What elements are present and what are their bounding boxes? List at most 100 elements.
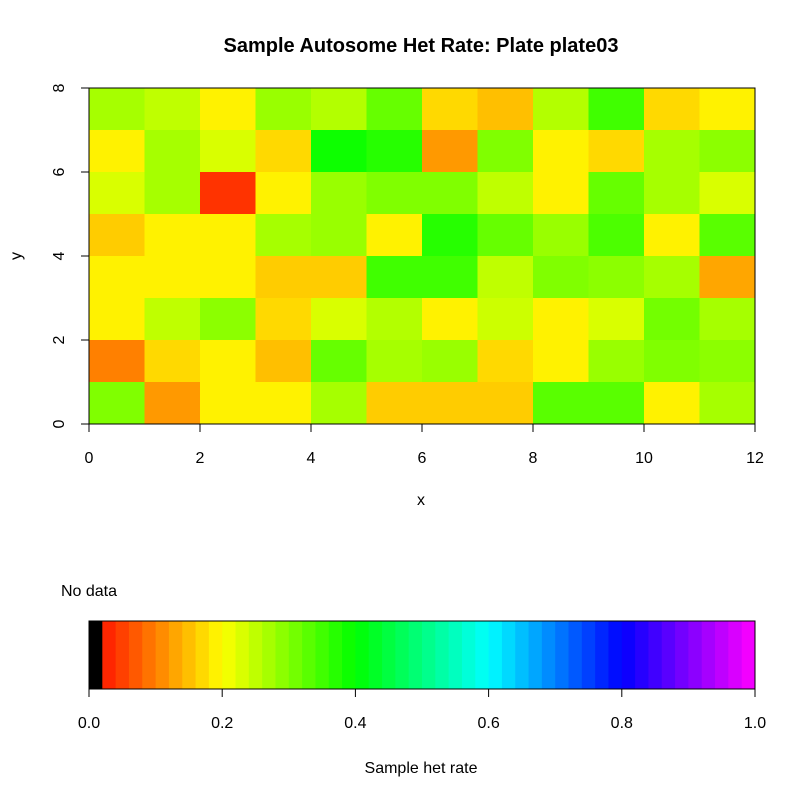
x-tick-label: 2 <box>196 450 205 467</box>
colorbar-swatch <box>248 621 263 689</box>
heatmap-cell <box>422 382 478 424</box>
colorbar-swatch <box>155 621 170 689</box>
y-axis-label: y <box>8 252 25 260</box>
heatmap-cell <box>311 382 367 424</box>
heatmap-cell <box>144 88 200 130</box>
heatmap-cell <box>144 298 200 340</box>
heatmap-cell <box>588 214 644 256</box>
heatmap-cell <box>699 256 755 298</box>
colorbar-swatch <box>541 621 556 689</box>
heatmap-cell <box>255 172 311 214</box>
heatmap-cell <box>588 298 644 340</box>
heatmap-cell <box>422 256 478 298</box>
y-tick-label: 6 <box>51 167 68 176</box>
heatmap-cell <box>644 298 700 340</box>
heatmap-cell <box>477 256 533 298</box>
heatmap-cell <box>255 88 311 130</box>
chart-title: Sample Autosome Het Rate: Plate plate03 <box>224 35 619 57</box>
heatmap-cell <box>644 214 700 256</box>
heatmap-cell <box>477 130 533 172</box>
heatmap-cell <box>144 214 200 256</box>
colorbar-swatch <box>701 621 716 689</box>
x-tick-label: 0 <box>85 450 94 467</box>
colorbar-swatch <box>488 621 503 689</box>
heatmap-cell <box>533 88 589 130</box>
heatmap-cell <box>699 382 755 424</box>
heatmap-cell <box>366 256 422 298</box>
colorbar-swatch <box>608 621 623 689</box>
heatmap-cell <box>588 172 644 214</box>
heatmap-cell <box>699 88 755 130</box>
colorbar-swatch <box>288 621 303 689</box>
colorbar-swatch <box>501 621 516 689</box>
heatmap-cell <box>533 298 589 340</box>
heatmap-cell <box>699 130 755 172</box>
heatmap-cell <box>699 172 755 214</box>
heatmap-cell <box>200 172 256 214</box>
y-tick-label: 4 <box>51 251 68 260</box>
heatmap-cell <box>89 88 145 130</box>
heatmap-cell <box>311 172 367 214</box>
colorbar-swatch <box>741 621 756 689</box>
heatmap-cell <box>644 256 700 298</box>
heatmap-cell <box>366 88 422 130</box>
heatmap-cell <box>311 88 367 130</box>
colorbar-swatch <box>328 621 343 689</box>
no-data-swatch <box>89 621 103 689</box>
heatmap-cell <box>366 298 422 340</box>
colorbar-tick-label: 0.4 <box>344 715 366 732</box>
heatmap-cells <box>89 88 755 424</box>
colorbar-swatch <box>635 621 649 689</box>
colorbar-swatch <box>222 621 237 689</box>
heatmap-cell <box>311 130 367 172</box>
heatmap-cell <box>311 298 367 340</box>
colorbar-swatch <box>461 621 476 689</box>
heatmap-cell <box>422 88 478 130</box>
colorbar-swatch <box>342 621 356 689</box>
colorbar-swatch <box>422 621 436 689</box>
heatmap-cell <box>200 88 256 130</box>
heatmap-cell <box>533 382 589 424</box>
heatmap-cell <box>533 256 589 298</box>
heatmap-cell <box>588 130 644 172</box>
heatmap-cell <box>699 340 755 382</box>
colorbar-tick-label: 0.8 <box>611 715 633 732</box>
colorbar-swatch <box>448 621 463 689</box>
heatmap-cell <box>477 214 533 256</box>
colorbar-swatch <box>142 621 157 689</box>
colorbar-swatch <box>408 621 423 689</box>
heatmap-cell <box>533 214 589 256</box>
heatmap-cell <box>144 340 200 382</box>
heatmap-cell <box>89 172 145 214</box>
heatmap-cell <box>200 256 256 298</box>
heatmap-cell <box>89 130 145 172</box>
heatmap-cell <box>311 340 367 382</box>
y-axis: 0 2 4 6 8 <box>51 83 90 428</box>
colorbar-swatch <box>302 621 316 689</box>
heatmap-cell <box>588 88 644 130</box>
heatmap-cell <box>699 214 755 256</box>
heatmap-cell <box>477 298 533 340</box>
heatmap-cell <box>588 256 644 298</box>
heatmap-cell <box>255 256 311 298</box>
colorbar-swatch <box>661 621 676 689</box>
colorbar-swatch <box>395 621 410 689</box>
heatmap-cell <box>200 382 256 424</box>
x-axis: 0 2 4 6 8 10 12 <box>85 423 764 467</box>
colorbar-swatch <box>355 621 370 689</box>
heatmap-cell <box>144 130 200 172</box>
colorbar-swatch <box>368 621 383 689</box>
heatmap-cell <box>255 382 311 424</box>
heatmap-cell <box>255 298 311 340</box>
heatmap-cell <box>699 298 755 340</box>
heatmap-cell <box>255 214 311 256</box>
heatmap-cell <box>588 382 644 424</box>
colorbar-swatch <box>715 621 729 689</box>
colorbar-swatch <box>235 621 250 689</box>
x-tick-label: 6 <box>418 450 427 467</box>
heatmap-cell <box>644 130 700 172</box>
heatmap-cell <box>477 88 533 130</box>
heatmap-cell <box>477 382 533 424</box>
y-tick-label: 0 <box>51 419 68 428</box>
